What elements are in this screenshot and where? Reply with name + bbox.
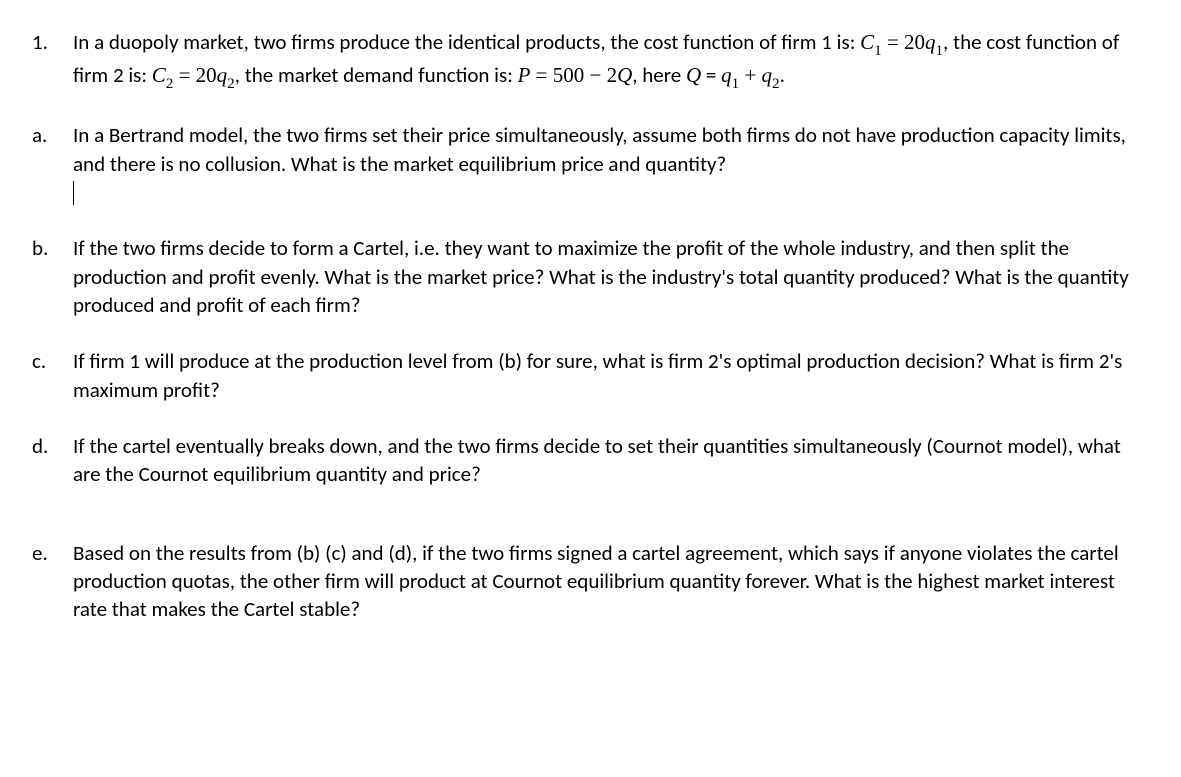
eq2-rhs-var: q	[217, 63, 228, 87]
eq1-rhs-coef: 20	[904, 30, 925, 54]
suffix: .	[780, 62, 785, 88]
mid3: , here	[632, 62, 686, 88]
part-a-content: In a Bertrand model, the two firms set t…	[73, 121, 1141, 206]
part-e-label: e.	[28, 539, 73, 624]
eq2-sub: 2	[166, 76, 174, 92]
question-main: 1. In a duopoly market, two firms produc…	[28, 28, 1141, 93]
eq4-text-eq: =	[701, 62, 721, 88]
question-number: 1.	[28, 28, 73, 93]
part-e-content: Based on the results from (b) (c) and (d…	[73, 539, 1141, 624]
eq1-rhs-var: q	[925, 30, 936, 54]
eq3-rhs1: 500	[553, 63, 585, 87]
eq2-rhs-coef: 20	[196, 63, 217, 87]
part-a-label: a.	[28, 121, 73, 206]
part-d-text: If the cartel eventually breaks down, an…	[73, 433, 1121, 487]
part-b-content: If the two firms decide to form a Cartel…	[73, 234, 1141, 319]
eq4-v2: q	[762, 63, 773, 87]
part-d: d. If the cartel eventually breaks down,…	[28, 432, 1141, 489]
eq1-rhs-sub: 1	[935, 43, 943, 59]
eq3-lhs: P	[518, 63, 531, 87]
eq4-s2: 2	[772, 76, 780, 92]
eq1-sub: 1	[874, 43, 882, 59]
part-b-label: b.	[28, 234, 73, 319]
eq4-lhs: Q	[686, 63, 701, 87]
eq4-v1: q	[721, 63, 732, 87]
question-main-content: In a duopoly market, two firms produce t…	[73, 28, 1141, 93]
part-b: b. If the two firms decide to form a Car…	[28, 234, 1141, 319]
eq3-op: −	[584, 63, 606, 87]
part-c-text: If firm 1 will produce at the production…	[73, 348, 1122, 402]
part-a-text: In a Bertrand model, the two firms set t…	[73, 122, 1126, 176]
part-c: c. If firm 1 will produce at the product…	[28, 347, 1141, 404]
text-cursor	[73, 181, 74, 205]
part-b-text: If the two firms decide to form a Cartel…	[73, 235, 1129, 318]
part-e: e. Based on the results from (b) (c) and…	[28, 539, 1141, 624]
eq1-eq: =	[882, 30, 904, 54]
mid2: , the market demand function is:	[235, 62, 518, 88]
main-prefix: In a duopoly market, two firms produce t…	[73, 29, 860, 55]
eq4-op: +	[739, 63, 761, 87]
eq2-eq: =	[173, 63, 195, 87]
eq3-eq: =	[530, 63, 552, 87]
eq1-lhs: C	[860, 30, 874, 54]
part-c-content: If firm 1 will produce at the production…	[73, 347, 1141, 404]
part-e-text: Based on the results from (b) (c) and (d…	[73, 540, 1119, 623]
part-a: a. In a Bertrand model, the two firms se…	[28, 121, 1141, 206]
eq4-s1: 1	[732, 76, 740, 92]
eq2-lhs: C	[152, 63, 166, 87]
part-c-label: c.	[28, 347, 73, 404]
eq2-rhs-sub: 2	[227, 76, 235, 92]
eq3-rhs2-var: Q	[617, 63, 632, 87]
part-d-content: If the cartel eventually breaks down, an…	[73, 432, 1141, 489]
eq3-rhs2-coef: 2	[607, 63, 618, 87]
part-d-label: d.	[28, 432, 73, 489]
